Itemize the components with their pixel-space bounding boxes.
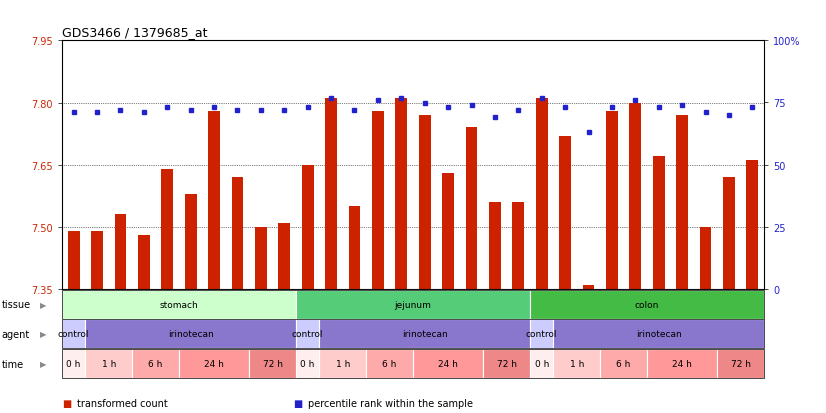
Text: control: control: [526, 330, 558, 339]
Text: 0 h: 0 h: [66, 359, 81, 368]
Bar: [366, 349, 413, 378]
Bar: [653, 157, 665, 289]
Bar: [179, 349, 249, 378]
Bar: [442, 173, 454, 289]
Bar: [62, 290, 296, 319]
Bar: [629, 103, 641, 289]
Text: control: control: [58, 330, 89, 339]
Text: 72 h: 72 h: [263, 359, 282, 368]
Bar: [372, 112, 384, 289]
Text: irinotecan: irinotecan: [401, 330, 448, 339]
Text: stomach: stomach: [159, 300, 198, 309]
Text: 72 h: 72 h: [731, 359, 751, 368]
Text: ▶: ▶: [40, 359, 46, 368]
Text: agent: agent: [2, 329, 30, 339]
Bar: [249, 349, 296, 378]
Text: 24 h: 24 h: [672, 359, 692, 368]
Text: 1 h: 1 h: [335, 359, 350, 368]
Text: transformed count: transformed count: [77, 398, 168, 408]
Text: tissue: tissue: [2, 299, 31, 309]
Bar: [489, 202, 501, 289]
Bar: [68, 231, 79, 289]
Bar: [62, 349, 85, 378]
Bar: [85, 320, 296, 349]
Text: ▶: ▶: [40, 330, 46, 339]
Bar: [530, 320, 553, 349]
Bar: [62, 320, 85, 349]
Bar: [296, 320, 320, 349]
Bar: [301, 165, 314, 289]
Text: irinotecan: irinotecan: [168, 330, 214, 339]
Bar: [349, 206, 360, 289]
Text: ■: ■: [293, 398, 302, 408]
Text: time: time: [2, 359, 24, 369]
Text: jejunum: jejunum: [395, 300, 431, 309]
Bar: [559, 136, 571, 289]
Text: 6 h: 6 h: [616, 359, 631, 368]
Text: percentile rank within the sample: percentile rank within the sample: [308, 398, 473, 408]
Bar: [419, 116, 430, 289]
Bar: [530, 290, 764, 319]
Bar: [208, 112, 220, 289]
Text: ■: ■: [62, 398, 71, 408]
Bar: [161, 169, 173, 289]
Text: GDS3466 / 1379685_at: GDS3466 / 1379685_at: [62, 26, 207, 39]
Text: 1 h: 1 h: [570, 359, 584, 368]
Bar: [91, 231, 103, 289]
Bar: [132, 349, 179, 378]
Bar: [85, 349, 132, 378]
Bar: [278, 223, 290, 289]
Text: ▶: ▶: [40, 300, 46, 309]
Bar: [747, 161, 758, 289]
Text: 0 h: 0 h: [301, 359, 315, 368]
Bar: [582, 285, 595, 289]
Bar: [396, 99, 407, 289]
Bar: [296, 290, 530, 319]
Bar: [483, 349, 530, 378]
Bar: [320, 320, 530, 349]
Bar: [717, 349, 764, 378]
Bar: [553, 349, 601, 378]
Text: 1 h: 1 h: [102, 359, 116, 368]
Bar: [647, 349, 717, 378]
Bar: [255, 227, 267, 289]
Bar: [553, 320, 764, 349]
Bar: [138, 235, 150, 289]
Text: 0 h: 0 h: [534, 359, 549, 368]
Bar: [231, 178, 244, 289]
Bar: [325, 99, 337, 289]
Text: 6 h: 6 h: [149, 359, 163, 368]
Bar: [723, 178, 735, 289]
Text: irinotecan: irinotecan: [636, 330, 681, 339]
Bar: [115, 215, 126, 289]
Bar: [296, 349, 320, 378]
Bar: [536, 99, 548, 289]
Bar: [413, 349, 483, 378]
Bar: [466, 128, 477, 289]
Bar: [530, 349, 553, 378]
Bar: [676, 116, 688, 289]
Bar: [606, 112, 618, 289]
Text: control: control: [292, 330, 324, 339]
Bar: [320, 349, 366, 378]
Text: 72 h: 72 h: [496, 359, 516, 368]
Text: 24 h: 24 h: [438, 359, 458, 368]
Text: colon: colon: [635, 300, 659, 309]
Text: 6 h: 6 h: [382, 359, 396, 368]
Bar: [512, 202, 525, 289]
Text: 24 h: 24 h: [204, 359, 224, 368]
Bar: [185, 194, 197, 289]
Bar: [601, 349, 647, 378]
Bar: [700, 227, 711, 289]
